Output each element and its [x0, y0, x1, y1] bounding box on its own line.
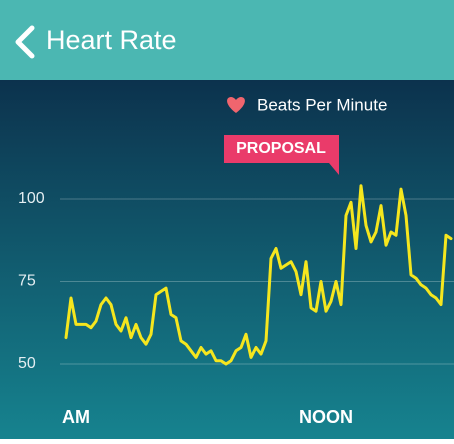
y-tick-label: 75	[18, 273, 36, 290]
x-tick-label: NOON	[299, 407, 353, 427]
x-tick-label: AM	[62, 407, 90, 427]
data-line	[64, 184, 453, 366]
header-title: Heart Rate	[46, 25, 177, 55]
legend-label: Beats Per Minute	[257, 95, 387, 114]
annotation-box	[224, 135, 339, 175]
chart-background	[0, 80, 454, 439]
legend-heart	[227, 97, 245, 113]
back-button[interactable]	[15, 25, 35, 59]
annotation-label: PROPOSAL	[236, 140, 326, 157]
header-bar	[0, 0, 454, 80]
plot: 50 75 100 AM NOON	[18, 184, 454, 427]
y-tick-label: 100	[18, 190, 45, 207]
y-tick-label: 50	[18, 355, 36, 372]
